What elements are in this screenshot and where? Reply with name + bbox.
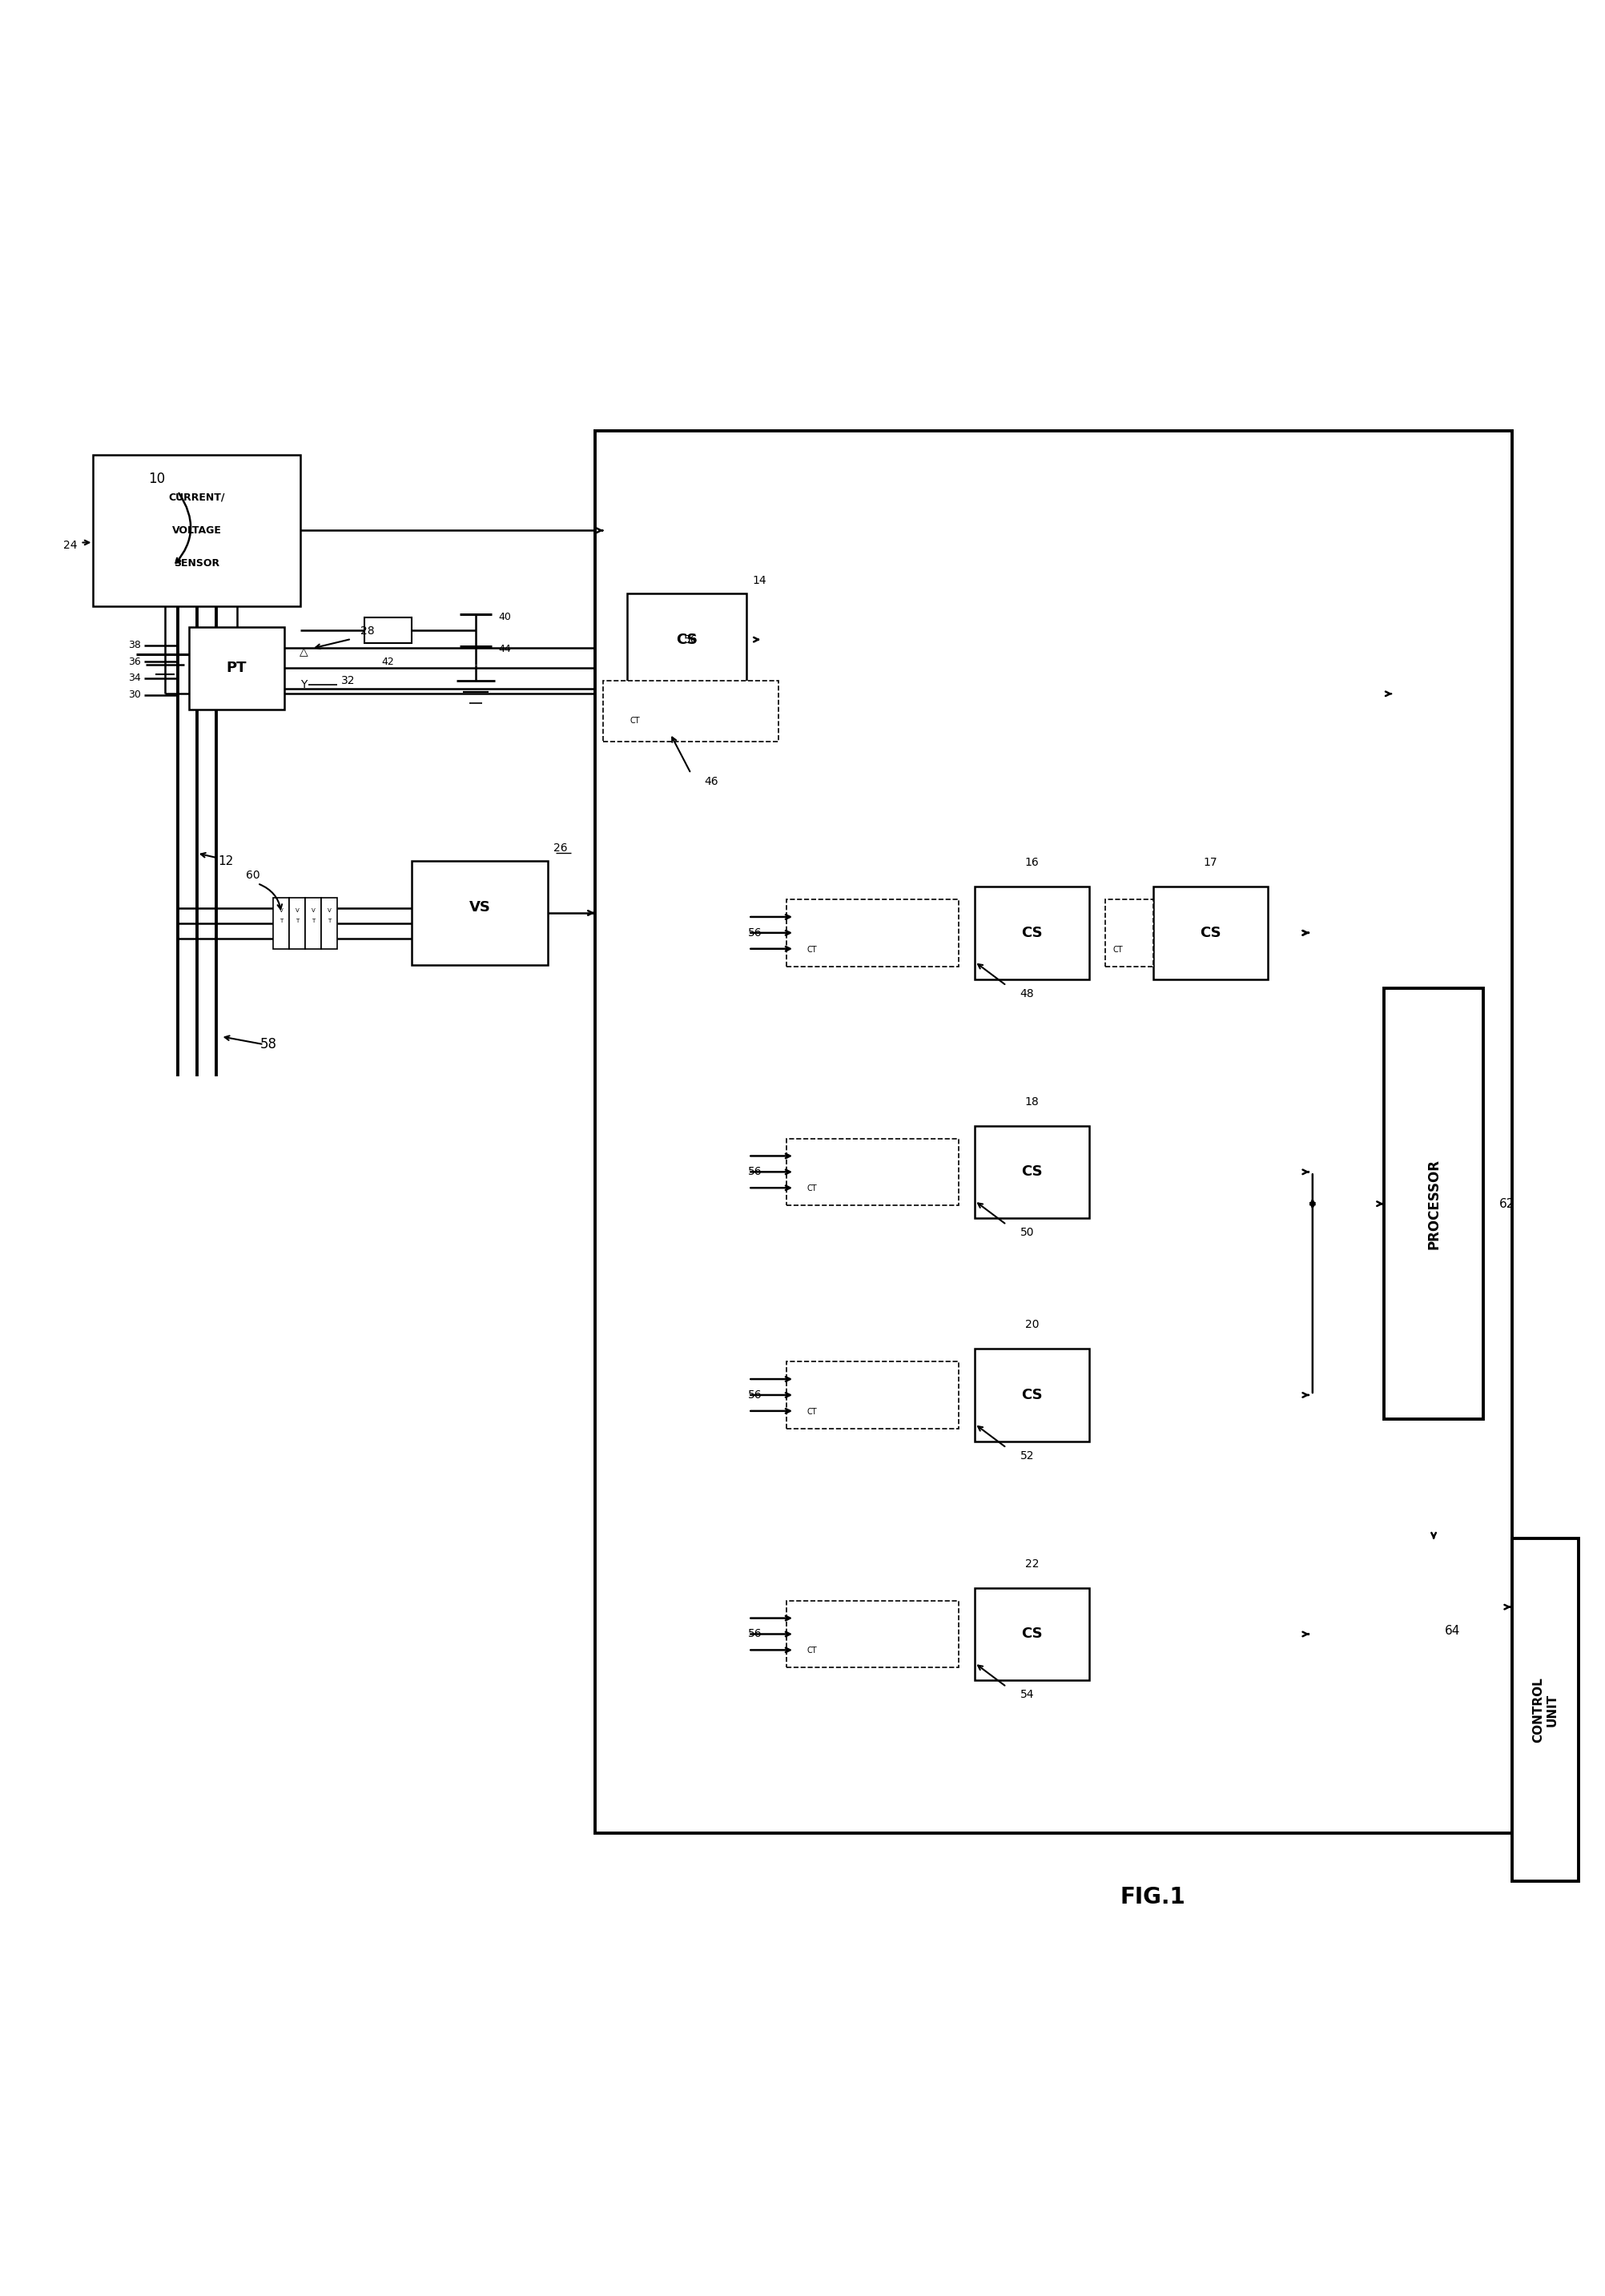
Bar bbox=[1106, 900, 1152, 967]
Text: 12: 12 bbox=[218, 854, 233, 868]
Text: 34: 34 bbox=[128, 673, 141, 684]
Bar bbox=[974, 1589, 1090, 1681]
Text: 16: 16 bbox=[1026, 856, 1038, 868]
Text: V: V bbox=[311, 909, 315, 914]
Text: Y: Y bbox=[300, 680, 307, 691]
Text: PT: PT bbox=[226, 661, 247, 675]
Text: CT: CT bbox=[631, 716, 640, 726]
Text: FIG.1: FIG.1 bbox=[1120, 1885, 1186, 1908]
Text: 48: 48 bbox=[1021, 987, 1034, 999]
Bar bbox=[289, 898, 305, 948]
Text: V: V bbox=[327, 909, 331, 914]
Text: 26: 26 bbox=[554, 843, 567, 854]
Bar bbox=[974, 886, 1090, 978]
Text: 28: 28 bbox=[360, 625, 374, 636]
Text: CT: CT bbox=[807, 1407, 817, 1417]
Bar bbox=[1384, 990, 1483, 1419]
Text: 56: 56 bbox=[748, 1389, 762, 1401]
Text: VS: VS bbox=[469, 900, 491, 914]
Text: 22: 22 bbox=[1026, 1559, 1038, 1570]
Text: CS: CS bbox=[1021, 1628, 1043, 1642]
Text: 36: 36 bbox=[128, 657, 141, 666]
Bar bbox=[93, 455, 300, 606]
Text: CS: CS bbox=[676, 631, 698, 647]
Text: CS: CS bbox=[1021, 1387, 1043, 1403]
Text: CT: CT bbox=[807, 1646, 817, 1655]
Bar bbox=[974, 1125, 1090, 1219]
Bar bbox=[189, 627, 284, 709]
Text: 17: 17 bbox=[1204, 856, 1218, 868]
Text: 10: 10 bbox=[149, 471, 165, 487]
Text: 44: 44 bbox=[498, 643, 510, 654]
Text: 64: 64 bbox=[1445, 1626, 1461, 1637]
Text: 56: 56 bbox=[684, 634, 698, 645]
Text: 20: 20 bbox=[1026, 1320, 1038, 1329]
Bar bbox=[786, 900, 958, 967]
Bar bbox=[595, 432, 1512, 1832]
Text: CT: CT bbox=[807, 1185, 817, 1192]
Bar bbox=[628, 592, 746, 687]
Text: CS: CS bbox=[1021, 1164, 1043, 1180]
Bar bbox=[786, 1139, 958, 1205]
Bar bbox=[1152, 886, 1268, 978]
Text: 56: 56 bbox=[748, 1166, 762, 1178]
Text: 38: 38 bbox=[128, 641, 141, 650]
Text: SENSOR: SENSOR bbox=[173, 558, 220, 569]
Text: 56: 56 bbox=[748, 1628, 762, 1639]
Text: CURRENT/: CURRENT/ bbox=[169, 491, 225, 503]
Text: T: T bbox=[327, 918, 331, 923]
Bar bbox=[305, 898, 321, 948]
Text: V: V bbox=[279, 909, 282, 914]
Text: CT: CT bbox=[807, 946, 817, 953]
Text: 42: 42 bbox=[382, 657, 395, 668]
Text: 60: 60 bbox=[246, 870, 260, 882]
Text: 52: 52 bbox=[1021, 1451, 1034, 1460]
Text: 46: 46 bbox=[705, 776, 719, 788]
Text: 18: 18 bbox=[1026, 1095, 1038, 1107]
Text: 54: 54 bbox=[1021, 1690, 1034, 1701]
Bar bbox=[786, 1362, 958, 1428]
Bar bbox=[412, 861, 547, 964]
Text: 24: 24 bbox=[63, 540, 77, 551]
Text: CONTROL
UNIT: CONTROL UNIT bbox=[1533, 1676, 1558, 1743]
Text: PROCESSOR: PROCESSOR bbox=[1427, 1159, 1441, 1249]
Bar bbox=[786, 1600, 958, 1667]
Text: T: T bbox=[295, 918, 299, 923]
Text: CS: CS bbox=[1021, 925, 1043, 939]
Bar bbox=[974, 1348, 1090, 1442]
Text: 56: 56 bbox=[748, 928, 762, 939]
Text: T: T bbox=[311, 918, 315, 923]
Text: △: △ bbox=[300, 645, 308, 657]
Text: 14: 14 bbox=[753, 574, 767, 585]
Text: CS: CS bbox=[1201, 925, 1221, 939]
Text: V: V bbox=[295, 909, 299, 914]
Text: 30: 30 bbox=[128, 689, 141, 700]
Text: T: T bbox=[279, 918, 282, 923]
Text: 58: 58 bbox=[260, 1038, 278, 1052]
Text: CT: CT bbox=[1112, 946, 1124, 953]
Bar bbox=[364, 618, 412, 643]
Text: 32: 32 bbox=[342, 675, 355, 687]
Bar bbox=[603, 682, 778, 742]
Text: VOLTAGE: VOLTAGE bbox=[172, 526, 221, 535]
Bar bbox=[273, 898, 289, 948]
Text: 50: 50 bbox=[1021, 1226, 1034, 1238]
Bar bbox=[321, 898, 337, 948]
Text: 40: 40 bbox=[498, 613, 510, 622]
Text: 62: 62 bbox=[1499, 1199, 1515, 1210]
Bar bbox=[1512, 1538, 1579, 1880]
